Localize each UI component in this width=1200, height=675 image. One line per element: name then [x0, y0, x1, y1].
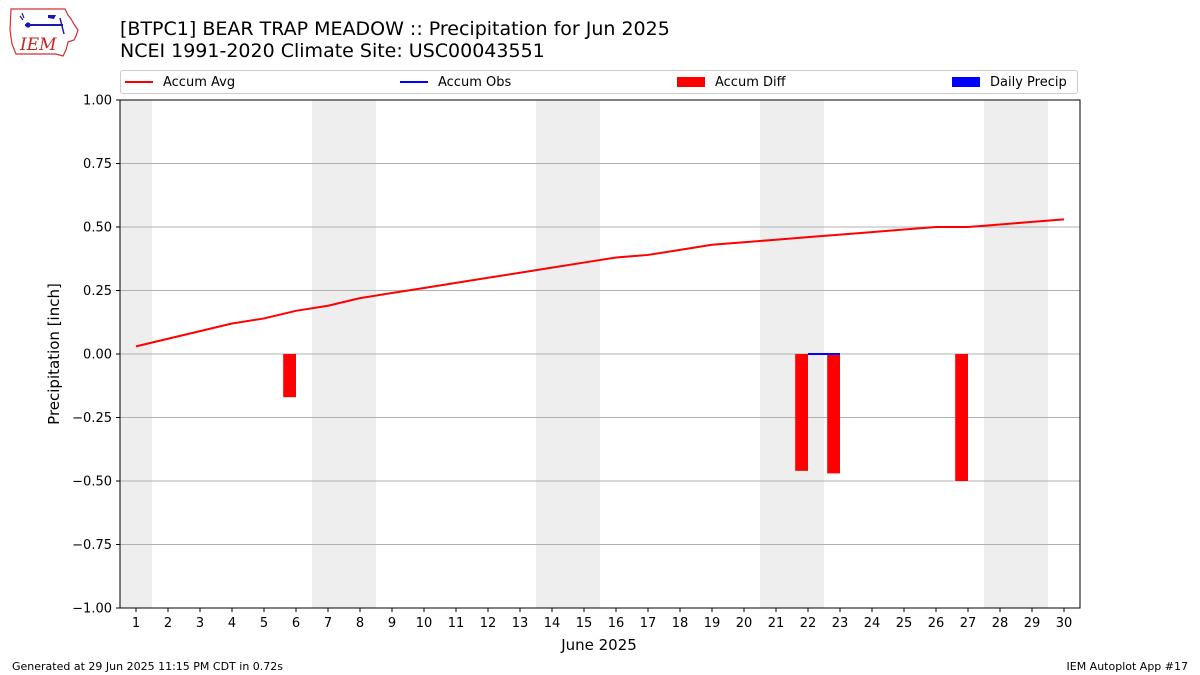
y-tick-label-6: −0.50: [72, 475, 112, 490]
legend-swatch-accum-avg: [125, 81, 153, 83]
x-tick-label-11: 11: [448, 616, 465, 631]
x-tick-label-18: 18: [672, 616, 689, 631]
y-tick-label-1: 0.75: [83, 157, 112, 172]
y-tick-label-4: 0.00: [83, 348, 112, 363]
x-tick-label-13: 13: [512, 616, 529, 631]
x-tick-label-2: 2: [164, 616, 172, 631]
x-tick-label-28: 28: [992, 616, 1009, 631]
x-tick-label-15: 15: [576, 616, 593, 631]
x-tick-label-21: 21: [768, 616, 785, 631]
legend-swatch-accum-obs: [400, 81, 428, 83]
legend-swatch-accum-diff: [677, 77, 705, 87]
x-tick-label-25: 25: [896, 616, 913, 631]
y-tick-label-7: −0.75: [72, 538, 112, 553]
x-tick-label-27: 27: [960, 616, 977, 631]
x-axis-label: June 2025: [560, 636, 637, 654]
weekend-shade-4: [984, 100, 1048, 608]
legend-label-accum-obs: Accum Obs: [438, 74, 512, 90]
legend: Accum Avg Accum Obs Accum Diff Daily Pre…: [120, 70, 1078, 94]
legend-item-accum-obs: Accum Obs: [400, 71, 511, 93]
y-tick-label-5: −0.25: [72, 411, 112, 426]
x-tick-label-1: 1: [132, 616, 140, 631]
x-tick-label-29: 29: [1024, 616, 1041, 631]
x-tick-label-10: 10: [416, 616, 433, 631]
accum-diff-bar-day-22: [795, 354, 808, 471]
y-tick-label-0: 1.00: [83, 94, 112, 109]
chart-title: [BTPC1] BEAR TRAP MEADOW :: Precipitatio…: [120, 18, 670, 40]
legend-swatch-daily-precip: [952, 77, 980, 87]
y-tick-label-8: −1.00: [72, 602, 112, 617]
accum-avg-line: [135, 218, 1065, 348]
footer-app: IEM Autoplot App #17: [1066, 660, 1189, 673]
accum-diff-bar-day-23: [827, 354, 840, 474]
legend-label-accum-diff: Accum Diff: [715, 74, 786, 90]
y-tick-label-2: 0.50: [83, 221, 112, 236]
x-tick-label-5: 5: [260, 616, 268, 631]
weekend-shade-0: [120, 100, 152, 608]
x-tick-label-26: 26: [928, 616, 945, 631]
legend-item-accum-diff: Accum Diff: [677, 71, 786, 93]
x-tick-label-17: 17: [640, 616, 657, 631]
x-tick-label-16: 16: [608, 616, 625, 631]
accum-diff-bar-day-6: [283, 354, 296, 398]
logo-text: IEM: [19, 35, 57, 55]
x-tick-label-9: 9: [388, 616, 396, 631]
x-tick-label-24: 24: [864, 616, 881, 631]
x-tick-label-6: 6: [292, 616, 300, 631]
x-tick-label-4: 4: [228, 616, 236, 631]
x-tick-label-23: 23: [832, 616, 849, 631]
x-tick-label-30: 30: [1056, 616, 1073, 631]
y-tick-label-3: 0.25: [83, 284, 112, 299]
iem-logo: IEM: [9, 8, 79, 57]
x-tick-label-20: 20: [736, 616, 753, 631]
legend-label-daily-precip: Daily Precip: [990, 74, 1067, 90]
weekend-shade-3: [760, 100, 824, 608]
accum-diff-bar-day-27: [955, 354, 968, 481]
weekend-shade-1: [312, 100, 376, 608]
x-tick-label-12: 12: [480, 616, 497, 631]
footer-generated: Generated at 29 Jun 2025 11:15 PM CDT in…: [12, 660, 284, 673]
x-tick-label-8: 8: [356, 616, 364, 631]
legend-item-accum-avg: Accum Avg: [125, 71, 235, 93]
legend-item-daily-precip: Daily Precip: [952, 71, 1067, 93]
weekend-shade-2: [536, 100, 600, 608]
y-axis-label: Precipitation [inch]: [45, 283, 63, 425]
legend-label-accum-avg: Accum Avg: [163, 74, 236, 90]
plot-frame: [119, 99, 1081, 609]
x-tick-label-19: 19: [704, 616, 721, 631]
x-tick-label-7: 7: [324, 616, 332, 631]
x-tick-label-22: 22: [800, 616, 817, 631]
x-tick-label-3: 3: [196, 616, 204, 631]
x-tick-label-14: 14: [544, 616, 561, 631]
chart-subtitle: NCEI 1991-2020 Climate Site: USC00043551: [120, 40, 545, 62]
